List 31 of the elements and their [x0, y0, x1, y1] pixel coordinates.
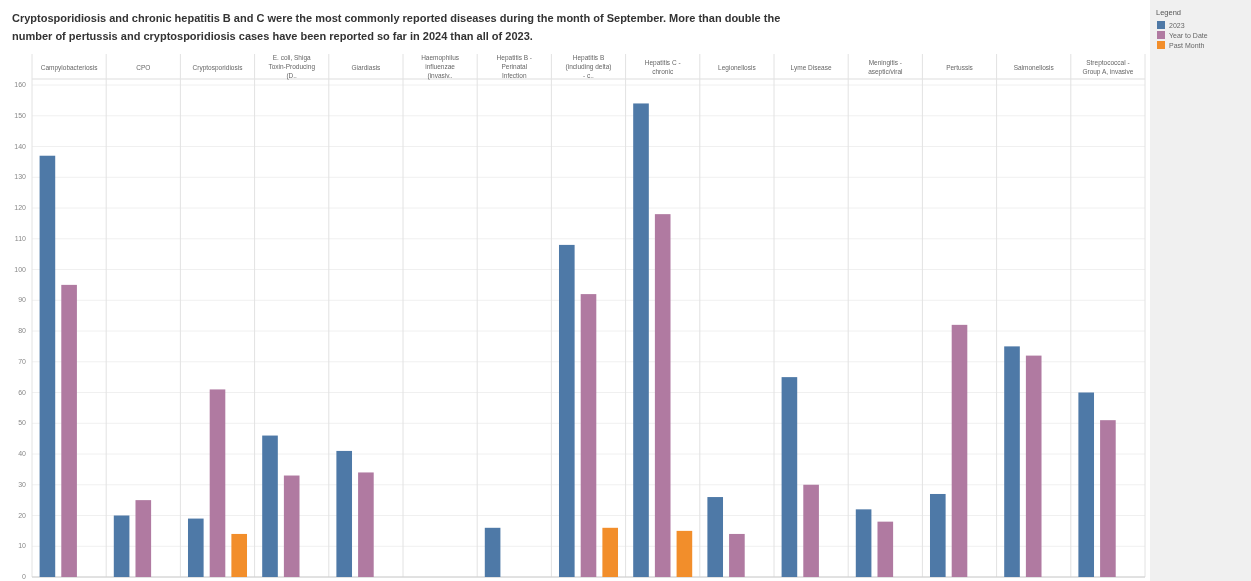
bar [39, 155, 56, 577]
bar [187, 518, 204, 577]
bar [336, 450, 353, 577]
bar [135, 500, 152, 577]
bar [1100, 420, 1116, 577]
bar [262, 435, 278, 577]
bar [231, 533, 248, 577]
bar [654, 214, 671, 577]
bar [929, 493, 946, 577]
bar [633, 103, 649, 577]
bar [676, 530, 693, 577]
chart-title: Cryptosporidiosis and chronic hepatitis B and C were the most commonly reported diseases during the month of September. More than double the number of pertussis and cryptosporidiosis cases have been reported so far in 2024 than all of 2023. [12, 12, 781, 42]
bar [1004, 346, 1020, 577]
bar [951, 324, 968, 577]
bar [558, 244, 575, 577]
bar [803, 484, 819, 577]
bar [729, 533, 745, 577]
bar [209, 389, 226, 577]
bar [855, 509, 872, 577]
bar [580, 294, 597, 577]
bar [484, 527, 501, 577]
bar [283, 475, 300, 577]
bar [358, 472, 374, 577]
bar [61, 284, 77, 577]
bar [1078, 392, 1095, 577]
bar [877, 521, 894, 577]
bar [602, 527, 619, 577]
bar [707, 497, 724, 577]
bar [113, 515, 130, 577]
bar [1025, 355, 1042, 577]
bar [781, 377, 798, 577]
